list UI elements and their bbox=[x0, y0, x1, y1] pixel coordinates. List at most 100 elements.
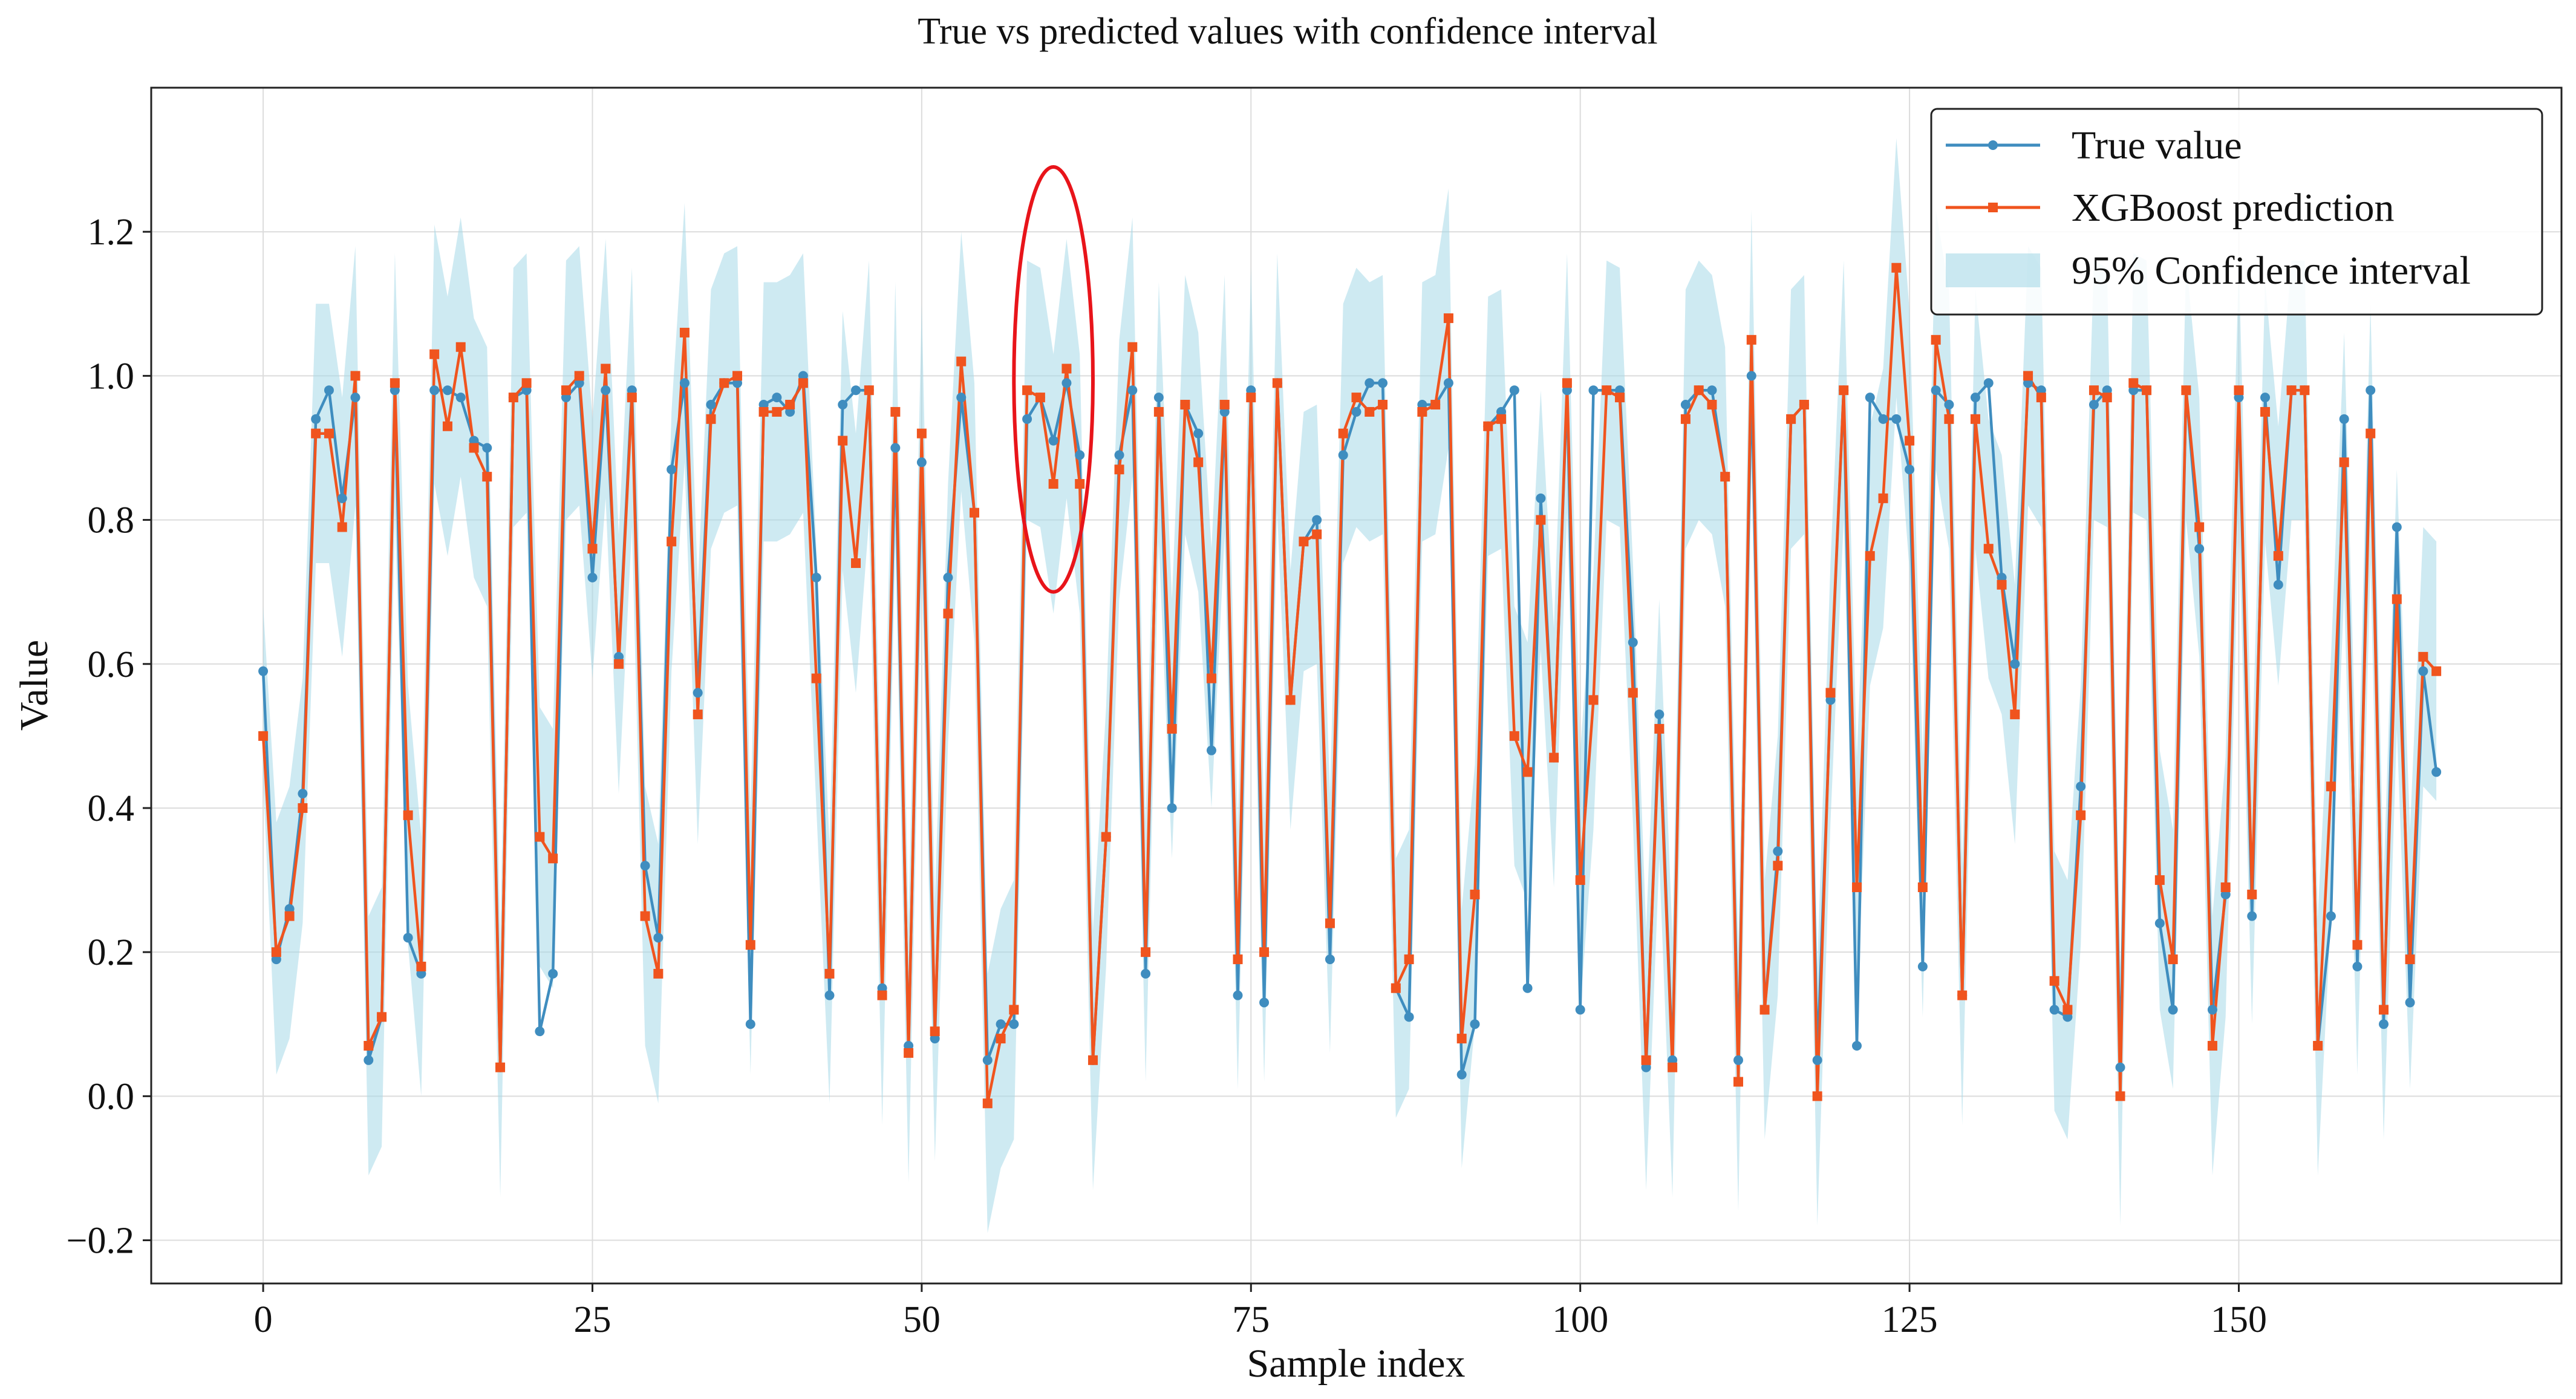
xgboost-prediction-point bbox=[574, 371, 584, 381]
legend-item-true-value: True value bbox=[1946, 123, 2242, 168]
plot-frame bbox=[150, 86, 2563, 1285]
xgboost-prediction-point bbox=[824, 968, 835, 979]
xgboost-prediction-point bbox=[1101, 832, 1111, 842]
xgboost-prediction-point bbox=[2010, 709, 2020, 720]
true-value-point bbox=[1312, 515, 1322, 525]
true-value-point bbox=[1983, 378, 1994, 388]
xgboost-prediction-point bbox=[719, 378, 729, 388]
xgboost-prediction-point bbox=[2247, 889, 2257, 899]
xgboost-prediction-point bbox=[482, 472, 492, 482]
xgboost-prediction-point bbox=[1351, 393, 1361, 403]
true-value-point bbox=[1009, 1019, 1019, 1029]
true-value-point bbox=[2431, 767, 2442, 777]
x-axis-ticks: 0 25 50 75 100 125 150 bbox=[254, 1283, 2267, 1340]
xgboost-prediction-series bbox=[261, 266, 2437, 1105]
xgboost-prediction-point bbox=[1773, 861, 1783, 871]
xgboost-prediction-point bbox=[1153, 406, 1164, 417]
true-value-point bbox=[653, 933, 664, 943]
xgboost-prediction-point bbox=[1483, 421, 1493, 431]
true-value-point bbox=[1522, 983, 1533, 993]
xgboost-prediction-point bbox=[1944, 414, 1954, 424]
xgboost-prediction-point bbox=[1127, 342, 1138, 352]
xgboost-prediction-point bbox=[548, 853, 558, 864]
true-value-point bbox=[693, 688, 703, 698]
xgboost-prediction-point bbox=[2431, 666, 2442, 676]
xgboost-prediction-point bbox=[811, 673, 821, 683]
true-value-point bbox=[2247, 911, 2257, 921]
legend-label-xgboost-prediction: XGBoost prediction bbox=[2072, 186, 2394, 230]
true-value-point bbox=[890, 443, 901, 453]
xgboost-prediction-point bbox=[1641, 1055, 1651, 1065]
xgboost-prediction-point bbox=[693, 709, 703, 720]
xgboost-prediction-point bbox=[1430, 400, 1441, 410]
xgboost-prediction-point bbox=[508, 393, 518, 403]
xgboost-prediction-point bbox=[455, 342, 466, 352]
xgboost-prediction-point bbox=[2089, 385, 2099, 396]
xgboost-prediction-point bbox=[1549, 752, 1559, 763]
xgboost-prediction-point bbox=[2300, 385, 2310, 396]
xgboost-prediction-point bbox=[1654, 723, 1665, 734]
xgboost-prediction-point bbox=[2273, 551, 2283, 561]
xgboost-prediction-point bbox=[1365, 406, 1375, 417]
legend-ci-swatch bbox=[1946, 253, 2040, 287]
xgboost-prediction-point bbox=[1509, 731, 1519, 741]
xgboost-prediction-point bbox=[1312, 529, 1322, 540]
xgboost-prediction-point bbox=[1009, 1005, 1019, 1015]
true-value-point bbox=[2260, 393, 2271, 403]
true-value-point bbox=[1891, 414, 1902, 424]
xgboost-prediction-point bbox=[2049, 976, 2059, 986]
xgboost-prediction-point bbox=[1087, 1055, 1098, 1065]
xgboost-prediction-point bbox=[904, 1048, 914, 1058]
xgboost-prediction-point bbox=[2154, 875, 2165, 885]
y-tick-label: 0.8 bbox=[88, 500, 135, 541]
true-value-point bbox=[2115, 1062, 2125, 1072]
xgboost-prediction-point bbox=[2036, 393, 2046, 403]
xgboost-prediction-point bbox=[1970, 414, 1980, 424]
xgboost-prediction-point bbox=[377, 1012, 387, 1022]
true-value-point bbox=[1206, 745, 1216, 755]
true-value-point bbox=[1733, 1055, 1744, 1065]
xgboost-prediction-point bbox=[1668, 1062, 1678, 1072]
true-value-point bbox=[2089, 400, 2099, 410]
xgboost-prediction-point bbox=[1022, 385, 1032, 396]
xgboost-prediction-point bbox=[1707, 400, 1717, 410]
xgboost-prediction-point bbox=[1404, 954, 1414, 965]
xgboost-prediction-point bbox=[640, 911, 650, 921]
xgboost-prediction-point bbox=[587, 544, 598, 554]
y-tick-label: 0.4 bbox=[88, 788, 135, 829]
legend-item-xgboost-prediction: XGBoost prediction bbox=[1946, 186, 2394, 230]
xgboost-prediction-point bbox=[1285, 695, 1296, 705]
true-value-point bbox=[1075, 450, 1085, 460]
true-value-point bbox=[1628, 638, 1638, 648]
xgboost-prediction-point bbox=[2339, 457, 2349, 468]
xgboost-prediction-point bbox=[706, 414, 716, 424]
true-value-point bbox=[1746, 371, 1756, 381]
true-value-point bbox=[851, 385, 861, 396]
true-value-point bbox=[1351, 406, 1361, 417]
xgboost-prediction-point bbox=[337, 522, 347, 532]
true-value-point bbox=[1443, 378, 1453, 388]
legend-box bbox=[1930, 108, 2543, 316]
xgboost-prediction-point bbox=[758, 406, 769, 417]
true-value-point bbox=[2194, 544, 2205, 554]
true-value-point bbox=[1259, 997, 1270, 1008]
xgboost-prediction-point bbox=[1075, 479, 1085, 489]
true-value-point bbox=[1456, 1069, 1467, 1080]
true-value-point bbox=[2010, 659, 2020, 669]
legend-label-true-value: True value bbox=[2072, 123, 2242, 168]
xgboost-prediction-point bbox=[1167, 723, 1177, 734]
xgboost-prediction-point bbox=[653, 968, 664, 979]
xgboost-prediction-point bbox=[969, 507, 979, 518]
xgboost-prediction-point bbox=[1865, 551, 1875, 561]
xgboost-prediction-point bbox=[2352, 940, 2362, 950]
true-value-point bbox=[2405, 997, 2415, 1008]
xgboost-prediction-point bbox=[1417, 406, 1427, 417]
xgboost-prediction-point bbox=[745, 940, 755, 950]
true-value-point bbox=[1048, 435, 1058, 446]
xgboost-prediction-point bbox=[2181, 385, 2191, 396]
xgboost-prediction-point bbox=[2366, 428, 2376, 439]
legend-item-confidence-interval: 95% Confidence interval bbox=[1946, 249, 2471, 293]
xgboost-prediction-point bbox=[1680, 414, 1691, 424]
xgboost-prediction-point bbox=[1694, 385, 1704, 396]
xgboost-prediction-point bbox=[1443, 313, 1453, 324]
